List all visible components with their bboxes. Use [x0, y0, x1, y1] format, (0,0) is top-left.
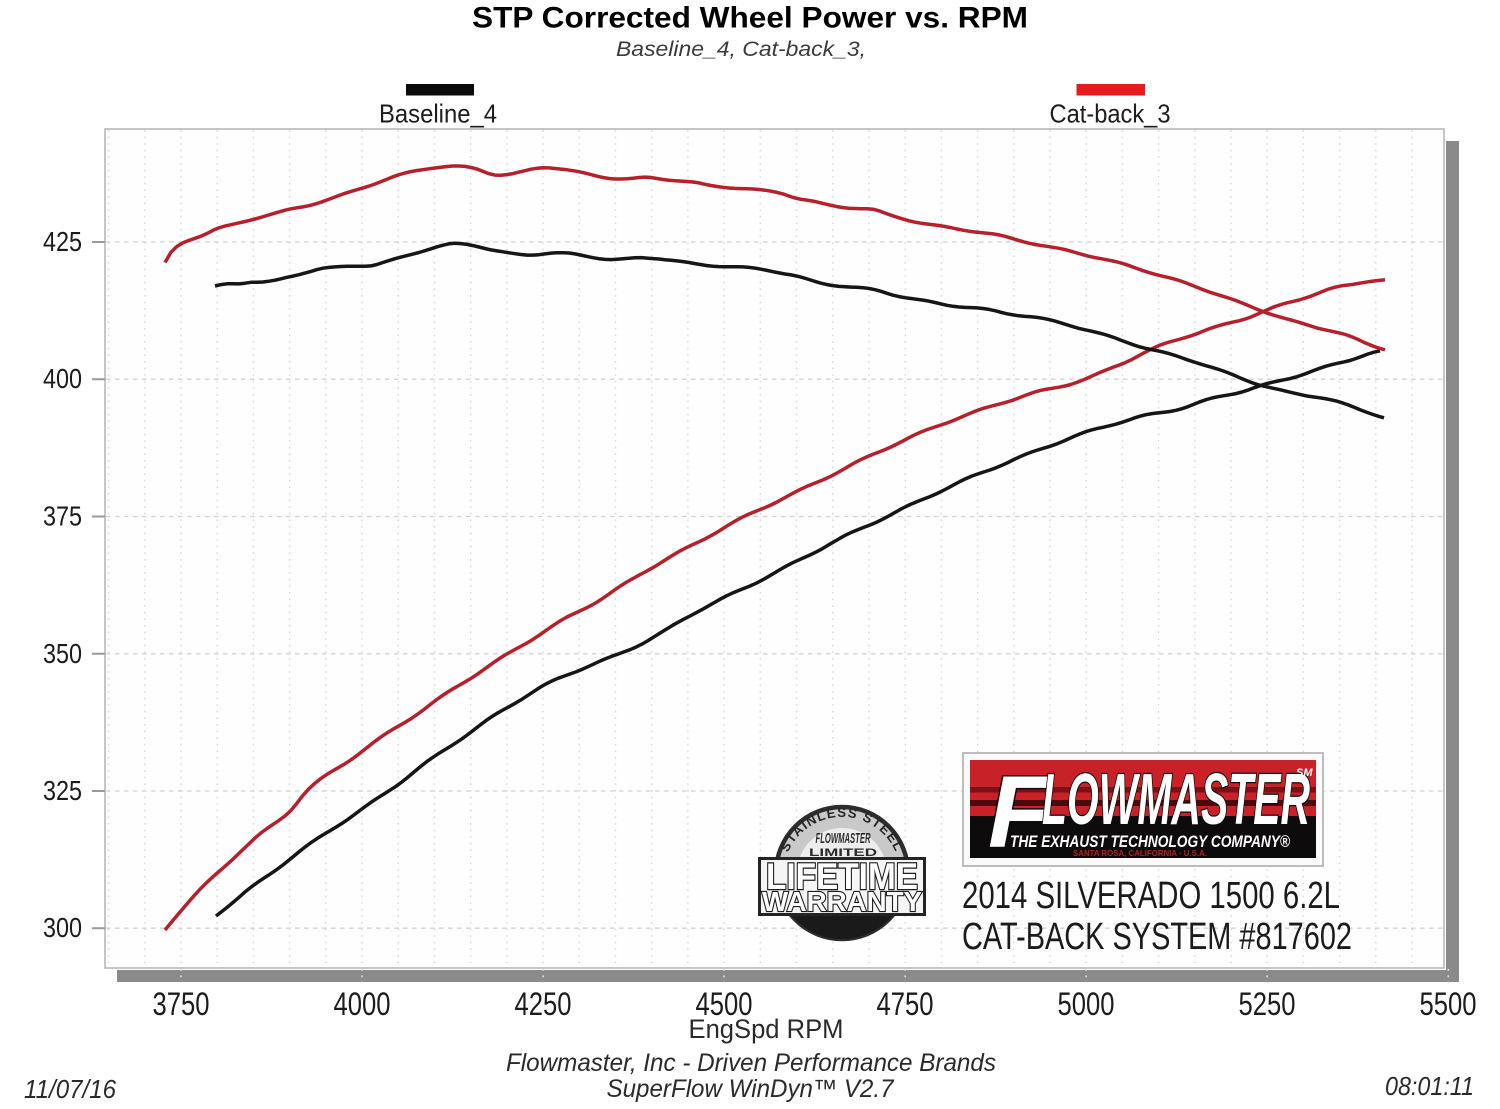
svg-text:4500: 4500 — [696, 986, 753, 1022]
svg-text:5000: 5000 — [1058, 986, 1115, 1022]
svg-text:5500: 5500 — [1420, 986, 1477, 1022]
svg-text:350: 350 — [43, 638, 82, 669]
svg-text:Baseline_4, Cat-back_3,: Baseline_4, Cat-back_3, — [616, 38, 866, 61]
svg-text:Baseline_4: Baseline_4 — [379, 99, 497, 129]
svg-text:Cat-back_3: Cat-back_3 — [1050, 99, 1171, 129]
svg-text:08:01:11: 08:01:11 — [1385, 1071, 1474, 1101]
svg-text:3750: 3750 — [153, 986, 210, 1022]
svg-text:F: F — [988, 755, 1053, 869]
svg-text:4750: 4750 — [877, 986, 934, 1022]
svg-text:STP Corrected Wheel Power vs.: STP Corrected Wheel Power vs. RPM — [472, 2, 1028, 35]
svg-text:425: 425 — [43, 226, 82, 257]
svg-text:4250: 4250 — [515, 986, 572, 1022]
svg-text:11/07/16: 11/07/16 — [24, 1074, 116, 1104]
svg-text:325: 325 — [43, 775, 82, 806]
svg-text:5250: 5250 — [1239, 986, 1296, 1022]
svg-text:Flowmaster, Inc - Driven Perfo: Flowmaster, Inc - Driven Performance Bra… — [506, 1049, 996, 1077]
svg-text:400: 400 — [43, 363, 82, 394]
svg-text:375: 375 — [43, 501, 82, 532]
svg-text:SANTA ROSA, CALIFORNIA · U.S.A: SANTA ROSA, CALIFORNIA · U.S.A. — [1073, 848, 1207, 858]
svg-text:SM: SM — [1296, 767, 1313, 779]
svg-text:SuperFlow WinDyn™ V2.7: SuperFlow WinDyn™ V2.7 — [607, 1075, 895, 1103]
svg-text:THE EXHAUST TECHNOLOGY COMPANY: THE EXHAUST TECHNOLOGY COMPANY® — [1010, 832, 1290, 851]
svg-text:LOWMASTER: LOWMASTER — [1042, 760, 1310, 840]
svg-text:FLOWMASTER: FLOWMASTER — [816, 830, 871, 847]
svg-text:2014 SILVERADO 1500 6.2L: 2014 SILVERADO 1500 6.2L — [962, 875, 1340, 917]
svg-text:300: 300 — [43, 912, 82, 943]
svg-text:LIFETIME: LIFETIME — [766, 856, 918, 897]
svg-text:CAT-BACK SYSTEM #817602: CAT-BACK SYSTEM #817602 — [962, 916, 1352, 958]
svg-text:LIMITED: LIMITED — [809, 847, 877, 859]
svg-text:WARRANTY: WARRANTY — [762, 886, 922, 917]
svg-text:4000: 4000 — [334, 986, 391, 1022]
svg-text:EngSpd RPM: EngSpd RPM — [689, 1014, 844, 1044]
